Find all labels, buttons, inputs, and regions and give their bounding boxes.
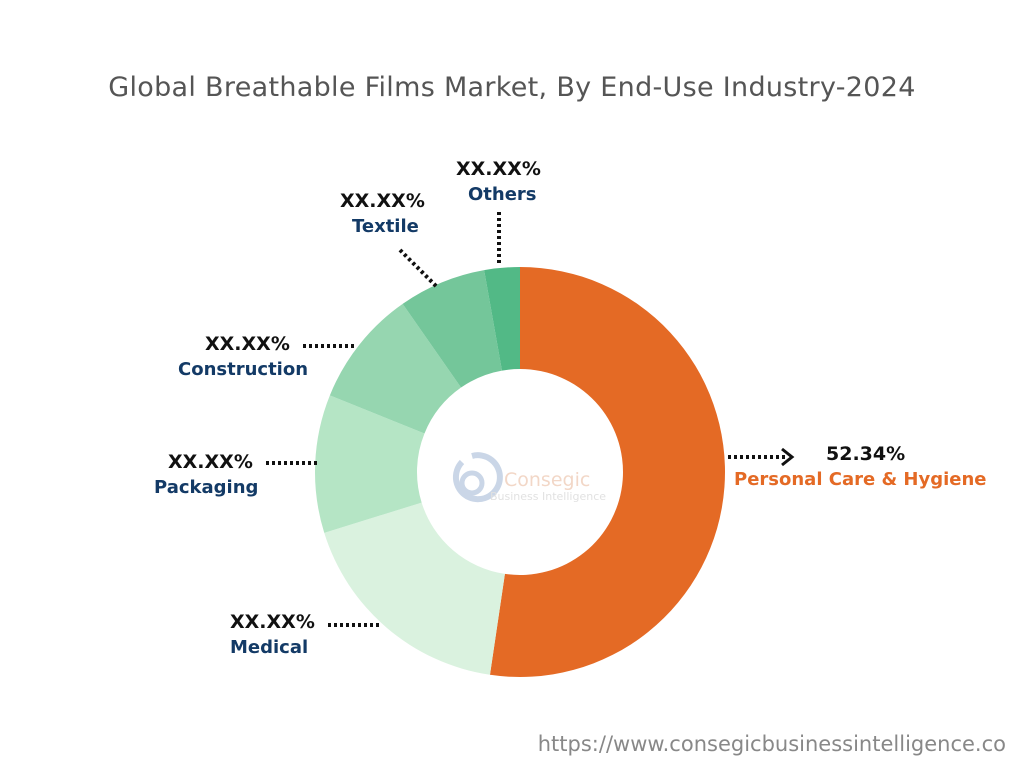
chart-title: Global Breathable Films Market, By End-U… [108,72,916,103]
slice-packaging [314,395,425,533]
label-others: XX.XX% Others [456,158,541,205]
slice-others [484,267,520,371]
label-construction: XX.XX% Construction [178,333,309,380]
label-medical: XX.XX% Medical [230,611,315,658]
slice-personal-care-hygiene [489,267,725,677]
watermark-brand: Consegic [504,469,590,491]
leader-line-textile [398,248,439,289]
slice-construction [329,303,462,434]
slice-textile [402,270,502,388]
watermark-logo: Consegic Business Intelligence [452,452,606,503]
label-personal-care: 52.34% Personal Care & Hygiene [734,443,987,490]
label-textile: XX.XX% Textile [340,190,425,237]
footer-url[interactable]: https://www.consegicbusinessintelligence… [537,732,1006,756]
leader-arrow-head [781,447,795,467]
watermark-tagline: Business Intelligence [490,490,606,503]
slice-medical [324,502,505,675]
label-packaging: XX.XX% Packaging [154,451,259,498]
